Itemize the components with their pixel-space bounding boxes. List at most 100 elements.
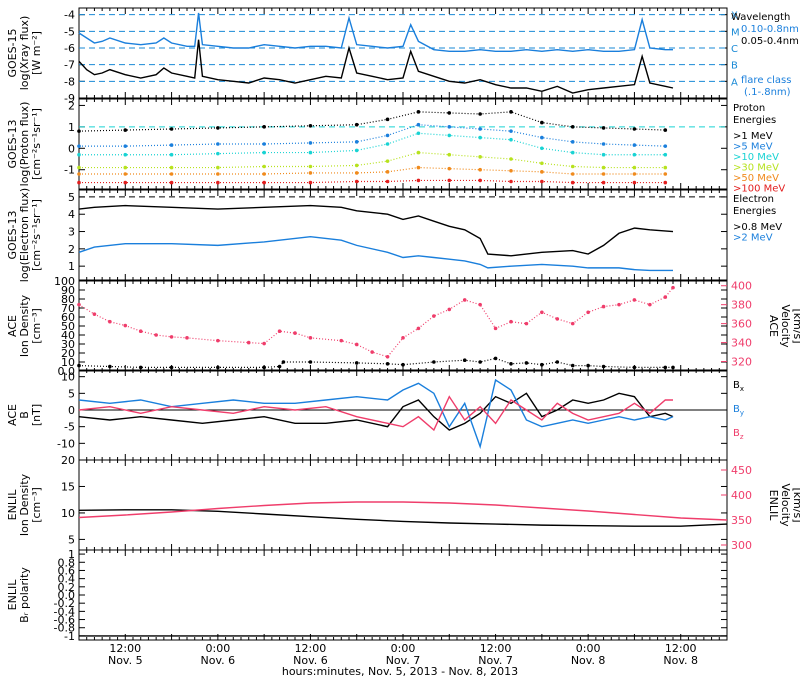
data-point bbox=[401, 336, 405, 340]
right-y-tick-label: 400 bbox=[731, 280, 752, 293]
data-point bbox=[632, 365, 637, 370]
series-line bbox=[78, 39, 674, 94]
series-Density bbox=[77, 356, 675, 370]
legend-entry: >5 MeV bbox=[733, 142, 773, 153]
data-point bbox=[354, 171, 359, 175]
y-tick-label: -1 bbox=[64, 164, 75, 177]
data-point bbox=[354, 122, 359, 127]
y-axis-label: [cm⁻²s⁻¹sr⁻¹] bbox=[30, 108, 43, 180]
data-point bbox=[447, 111, 452, 115]
data-point bbox=[169, 127, 174, 131]
data-point bbox=[447, 152, 452, 157]
y-tick-label: 1 bbox=[68, 548, 75, 561]
data-point bbox=[277, 364, 282, 369]
legend-entry: >100 MeV bbox=[733, 184, 785, 195]
data-point bbox=[246, 340, 251, 345]
right-y-axis-label: [km/s] bbox=[791, 308, 800, 343]
y-tick-label: 0.0 bbox=[58, 365, 76, 378]
data-point bbox=[385, 159, 390, 163]
right-y-tick-label: 340 bbox=[731, 337, 752, 350]
x-tick-label-time: 12:00 bbox=[109, 642, 141, 655]
y-axis-label: log(Proton flux) bbox=[18, 102, 31, 187]
series-trace bbox=[79, 179, 666, 184]
data-point bbox=[385, 354, 390, 359]
y-axis-label: ACE bbox=[6, 315, 19, 337]
data-point bbox=[478, 178, 482, 183]
x-tick-label-time: 12:00 bbox=[665, 642, 697, 655]
legend-entry: Bz bbox=[733, 428, 744, 441]
series-line bbox=[78, 236, 673, 272]
legend-entry: 0.05-0.4nm bbox=[741, 36, 799, 47]
y-tick-label: 0 bbox=[68, 404, 75, 417]
series-trace bbox=[78, 357, 673, 368]
series->5 MeV bbox=[77, 122, 668, 148]
data-point bbox=[169, 165, 174, 170]
y-tick-label: 5 bbox=[68, 191, 75, 204]
data-point bbox=[262, 365, 266, 370]
series-trace bbox=[79, 132, 666, 156]
data-point bbox=[354, 179, 359, 184]
data-point bbox=[648, 302, 652, 307]
data-point bbox=[447, 166, 452, 171]
panel-frame bbox=[78, 189, 728, 281]
legend-title: Proton bbox=[733, 103, 765, 114]
panel-frame bbox=[78, 369, 728, 461]
legend-title: Energies bbox=[733, 206, 776, 217]
data-point bbox=[663, 365, 668, 370]
data-point bbox=[385, 170, 390, 174]
data-point bbox=[663, 180, 668, 185]
legend-title: Energies bbox=[733, 115, 776, 126]
right-y-tick-label: 400 bbox=[731, 489, 752, 502]
data-point bbox=[601, 364, 606, 369]
data-point bbox=[586, 310, 590, 315]
panel-7: -1-0.8-0.6-0.4-0.20.00.20.40.60.81 ENLIL B… bbox=[6, 548, 728, 643]
x-tick-label-time: 12:00 bbox=[480, 642, 512, 655]
flare-class-label: M bbox=[731, 27, 740, 38]
x-tick-label-day: Nov. 5 bbox=[108, 654, 143, 667]
data-point bbox=[385, 362, 390, 366]
data-point bbox=[138, 365, 143, 370]
y-axis-label: GOES-15 bbox=[6, 28, 19, 77]
data-point bbox=[632, 165, 637, 170]
x-tick-label-time: 0:00 bbox=[206, 642, 231, 655]
data-point bbox=[281, 360, 286, 364]
y-tick-label: 100 bbox=[54, 275, 75, 288]
flare-class-label: A bbox=[731, 77, 738, 88]
y-axis-label: [cm⁻³] bbox=[30, 308, 43, 344]
data-point bbox=[262, 172, 266, 176]
right-y-axis-label: ENLIL bbox=[767, 490, 780, 522]
series->50 MeV bbox=[77, 165, 668, 176]
series-trace bbox=[78, 111, 666, 132]
data-point bbox=[570, 150, 575, 155]
y-tick-label: 0.4 bbox=[58, 573, 76, 586]
data-point bbox=[169, 365, 174, 370]
series-line bbox=[78, 395, 673, 432]
panel-frame bbox=[78, 459, 728, 551]
data-point bbox=[509, 110, 513, 114]
series-Bz bbox=[78, 395, 673, 432]
data-point bbox=[123, 180, 128, 185]
y-axis-label: log(Xray flux) bbox=[18, 16, 31, 91]
data-point bbox=[262, 142, 266, 146]
y-tick-label: 0.8 bbox=[58, 556, 76, 569]
y-tick-label: 10 bbox=[61, 356, 75, 369]
y-axis-label: log(Electron flux) bbox=[18, 188, 31, 282]
y-axis-label: Ion Density bbox=[18, 473, 31, 536]
data-point bbox=[108, 319, 112, 324]
series-Bx bbox=[78, 392, 674, 431]
data-point bbox=[354, 163, 359, 168]
data-point bbox=[123, 165, 128, 170]
legend-entry: >10 MeV bbox=[733, 152, 779, 163]
data-point bbox=[524, 321, 529, 326]
data-point bbox=[540, 135, 544, 140]
legend-entry: >1 MeV bbox=[733, 131, 773, 142]
data-point bbox=[385, 179, 390, 184]
y-tick-label: -7 bbox=[64, 59, 75, 72]
y-tick-label: 40 bbox=[61, 329, 75, 342]
x-tick-label-day: Nov. 6 bbox=[293, 654, 328, 667]
data-point bbox=[154, 333, 158, 337]
data-point bbox=[416, 110, 421, 114]
y-tick-label: -0.6 bbox=[54, 614, 75, 627]
